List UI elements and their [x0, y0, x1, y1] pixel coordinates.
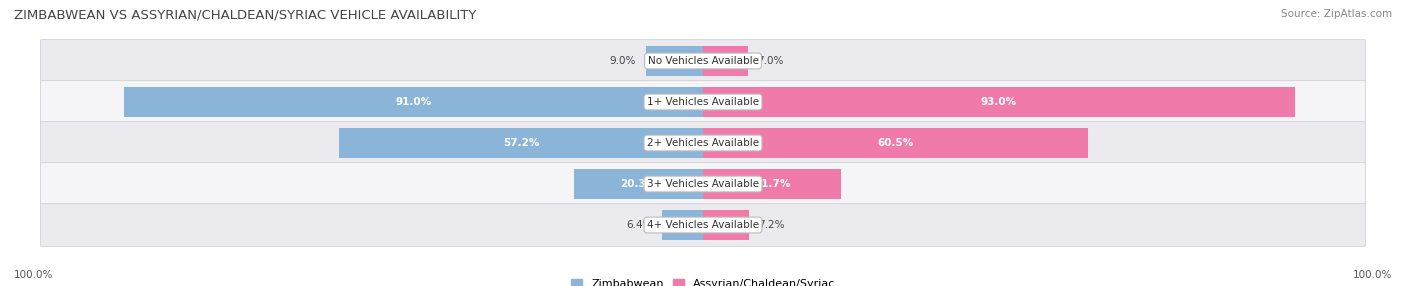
Text: 1+ Vehicles Available: 1+ Vehicles Available [647, 97, 759, 107]
FancyBboxPatch shape [41, 81, 1365, 123]
Bar [703, 46, 748, 76]
Bar [645, 46, 703, 76]
Text: No Vehicles Available: No Vehicles Available [648, 56, 758, 66]
Text: 100.0%: 100.0% [14, 270, 53, 280]
Text: 57.2%: 57.2% [503, 138, 538, 148]
Text: 21.7%: 21.7% [754, 179, 790, 189]
Text: 100.0%: 100.0% [1353, 270, 1392, 280]
Text: 7.2%: 7.2% [758, 220, 785, 230]
Text: 4+ Vehicles Available: 4+ Vehicles Available [647, 220, 759, 230]
Bar [703, 87, 1295, 117]
Text: 6.4%: 6.4% [626, 220, 652, 230]
Bar [703, 169, 841, 199]
Text: 7.0%: 7.0% [756, 56, 783, 66]
FancyBboxPatch shape [41, 163, 1365, 205]
FancyBboxPatch shape [41, 122, 1365, 164]
Text: 9.0%: 9.0% [610, 56, 636, 66]
Text: 2+ Vehicles Available: 2+ Vehicles Available [647, 138, 759, 148]
Text: Source: ZipAtlas.com: Source: ZipAtlas.com [1281, 9, 1392, 19]
Text: 93.0%: 93.0% [981, 97, 1017, 107]
Bar [662, 210, 703, 240]
Bar [574, 169, 703, 199]
Bar [703, 210, 749, 240]
Text: ZIMBABWEAN VS ASSYRIAN/CHALDEAN/SYRIAC VEHICLE AVAILABILITY: ZIMBABWEAN VS ASSYRIAN/CHALDEAN/SYRIAC V… [14, 9, 477, 21]
FancyBboxPatch shape [41, 204, 1365, 246]
Legend: Zimbabwean, Assyrian/Chaldean/Syriac: Zimbabwean, Assyrian/Chaldean/Syriac [567, 275, 839, 286]
Bar [124, 87, 703, 117]
Bar [703, 128, 1088, 158]
Text: 91.0%: 91.0% [395, 97, 432, 107]
Text: 60.5%: 60.5% [877, 138, 914, 148]
Text: 20.3%: 20.3% [620, 179, 657, 189]
Bar [339, 128, 703, 158]
FancyBboxPatch shape [41, 40, 1365, 82]
Text: 3+ Vehicles Available: 3+ Vehicles Available [647, 179, 759, 189]
